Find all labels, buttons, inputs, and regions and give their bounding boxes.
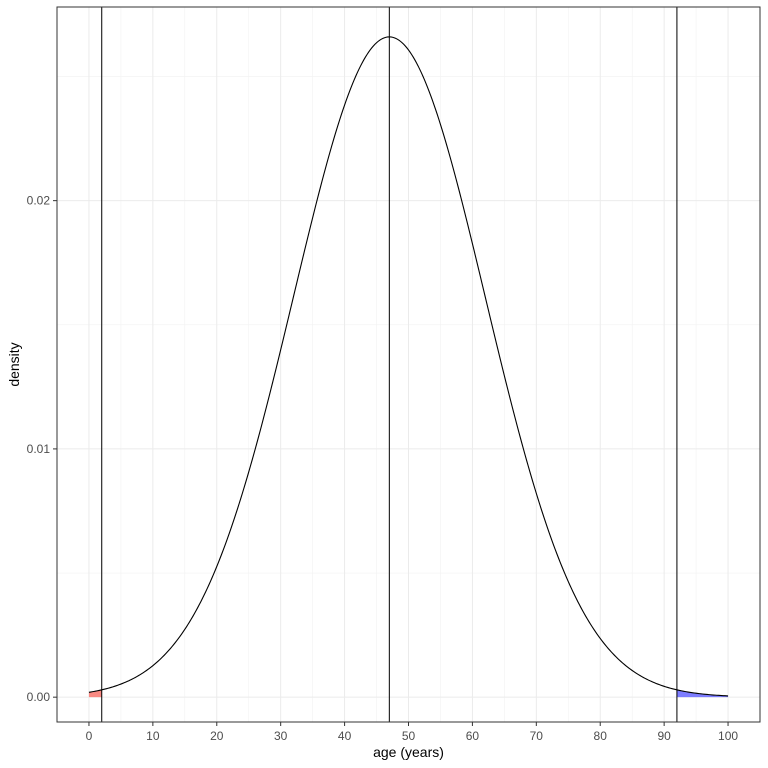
x-tick-label: 60 [466,729,480,743]
density-curve [88,36,729,697]
x-tick-label: 40 [338,729,352,743]
y-axis-title: density [6,342,22,386]
x-tick-label: 30 [274,729,288,743]
y-axis-ticks: 0.00 0.01 0.02 [27,194,57,704]
vertical-reference-lines [101,7,678,722]
x-tick-label: 20 [210,729,224,743]
x-tick-label: 50 [402,729,416,743]
x-tick-label: 70 [530,729,544,743]
x-tick-label: 80 [594,729,608,743]
y-tick-label: 0.02 [27,194,51,208]
x-tick-label: 10 [146,729,160,743]
y-tick-label: 0.01 [27,442,51,456]
lower-tail-shading [88,689,102,698]
x-axis-ticks: 0 10 20 30 40 50 60 70 80 90 100 [86,722,738,743]
x-axis-title: age (years) [373,744,444,760]
x-tick-label: 90 [657,729,671,743]
x-tick-label: 100 [718,729,738,743]
major-gridlines [57,7,760,722]
y-tick-label: 0.00 [27,690,51,704]
x-tick-label: 0 [86,729,93,743]
density-curve-layer [88,36,729,697]
